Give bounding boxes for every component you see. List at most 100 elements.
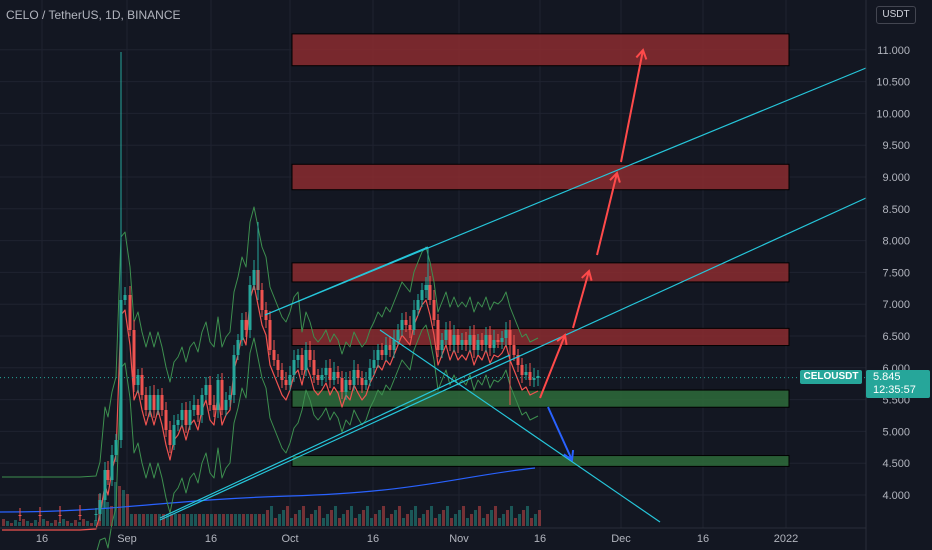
currency-button[interactable]: USDT [876, 6, 916, 24]
volume-bar [502, 514, 505, 526]
candle-body [248, 285, 252, 330]
candle-body [500, 338, 504, 342]
candle-body [524, 372, 528, 375]
volume-bar [534, 514, 537, 526]
volume-bar [318, 506, 321, 526]
volume-bar [174, 514, 177, 526]
volume-bar [26, 521, 29, 526]
arrow-down [547, 406, 573, 461]
arrow-up-head [556, 333, 568, 346]
candle-body [136, 375, 140, 385]
volume-bar [526, 506, 529, 526]
candle-body [144, 395, 148, 410]
volume-bar [314, 510, 317, 526]
indicators [0, 206, 539, 550]
candle-body [18, 515, 22, 516]
volume-bar [78, 522, 81, 526]
candle-body [352, 370, 356, 385]
volume-bar [394, 510, 397, 526]
arrow-up-head [581, 269, 593, 281]
candle-body [428, 285, 432, 300]
volume-bar [190, 514, 193, 526]
volume-bar [158, 514, 161, 526]
arrow-up [539, 334, 566, 399]
candle-body [504, 330, 508, 338]
volume-bar [106, 502, 109, 526]
volume-bar [366, 506, 369, 526]
candle-body [380, 350, 384, 355]
volume-bar [538, 510, 541, 526]
candle-body [532, 378, 536, 380]
candle-body [128, 295, 132, 330]
x-axis: 16 Sep 16 Oct 16 Nov 16 Dec 16 2022 [0, 527, 866, 545]
candle-body [464, 340, 468, 345]
candle-body [512, 345, 516, 355]
volume-bar [402, 518, 405, 526]
volume-bar [294, 514, 297, 526]
volume-bar [258, 514, 261, 526]
volume-bar [286, 506, 289, 526]
y-tick-label: 8.500 [882, 204, 910, 216]
candle-body [396, 330, 400, 340]
candle-body [220, 380, 224, 410]
y-tick-label: 9.500 [882, 140, 910, 152]
volume-bar [430, 506, 433, 526]
candle-body [448, 330, 452, 345]
candle-body [312, 360, 316, 375]
candle-body [288, 375, 292, 385]
volume-bar [498, 518, 501, 526]
volume-bar [414, 506, 417, 526]
volume-bar [22, 519, 25, 526]
volume-bar [82, 519, 85, 526]
candle-body [320, 375, 324, 380]
candles [18, 52, 540, 523]
candle-body [244, 320, 248, 330]
volume-bar [210, 514, 213, 526]
volume-bar [530, 518, 533, 526]
candle-body [224, 400, 228, 410]
candle-body [38, 515, 42, 516]
volume-bar [514, 518, 517, 526]
y-tick-label: 11.000 [877, 45, 910, 57]
volume-bar [386, 518, 389, 526]
candle-body [304, 350, 308, 370]
candle-body [184, 410, 188, 425]
candle-body [444, 330, 448, 340]
candle-body [424, 285, 428, 290]
volume-bar [70, 523, 73, 526]
price-badge: 5.845 12:35:57 [866, 370, 930, 398]
volume-bar [218, 514, 221, 526]
volume-bar [214, 514, 217, 526]
volume-bar [282, 510, 285, 526]
arrow-down-head [563, 449, 575, 462]
candle-body [440, 340, 444, 350]
volume-bar [14, 520, 17, 526]
x-tick-label: 2022 [774, 533, 798, 545]
resistance-zone [291, 33, 790, 67]
volume-bar [134, 514, 137, 526]
candle-body [372, 360, 376, 368]
volume-bar [130, 514, 133, 526]
candle-body [188, 410, 192, 425]
volume-bar [382, 506, 385, 526]
arrow-up [596, 172, 618, 256]
candle-body [376, 350, 380, 360]
volume-bar [186, 514, 189, 526]
volume-bar [198, 514, 201, 526]
y-tick-label: 9.000 [882, 172, 910, 184]
volume-bar [246, 514, 249, 526]
volume-bar [38, 522, 41, 526]
candle-body [484, 335, 488, 345]
candle-body [228, 395, 232, 400]
candle-body [384, 345, 388, 355]
candle-body [412, 310, 416, 330]
candle-body [106, 470, 110, 480]
resistance-zone [291, 327, 790, 347]
candle-body [240, 320, 244, 340]
candle-body [364, 380, 368, 385]
volume-bar [302, 506, 305, 526]
y-tick-label: 7.000 [882, 299, 910, 311]
candle-body [94, 514, 98, 515]
y-tick-label: 10.500 [876, 77, 910, 89]
candle-body [356, 370, 360, 378]
